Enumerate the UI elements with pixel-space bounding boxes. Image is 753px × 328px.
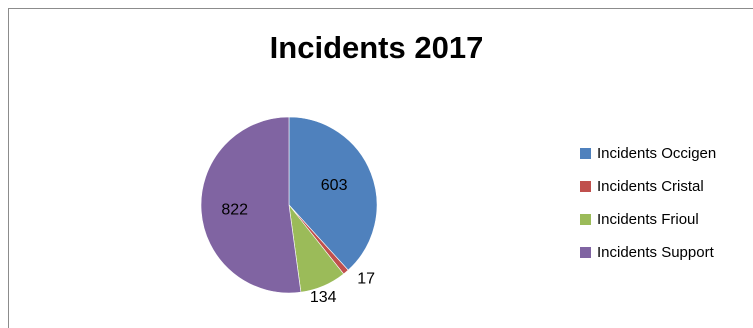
data-label: 17 xyxy=(357,270,375,287)
legend-item-cristal: Incidents Cristal xyxy=(580,170,716,203)
legend-label: Incidents Cristal xyxy=(597,178,704,195)
legend-swatch xyxy=(580,148,591,159)
pie-slice-occigen xyxy=(288,116,378,271)
legend-item-frioul: Incidents Frioul xyxy=(580,203,716,236)
legend-item-occigen: Incidents Occigen xyxy=(580,137,716,170)
pie-slice-support xyxy=(200,116,302,294)
data-label: 822 xyxy=(221,201,248,218)
chart-title: Incidents 2017 xyxy=(269,30,484,65)
legend-label: Incidents Frioul xyxy=(597,211,699,228)
legend-label: Incidents Support xyxy=(597,244,714,261)
legend-item-support: Incidents Support xyxy=(580,236,716,269)
legend-swatch xyxy=(580,247,591,258)
legend-swatch xyxy=(580,181,591,192)
legend-label: Incidents Occigen xyxy=(597,145,717,162)
data-label: 603 xyxy=(321,177,348,194)
legend-swatch xyxy=(580,214,591,225)
chart-frame xyxy=(8,8,753,328)
chart-legend: Incidents Occigen Incidents Cristal Inci… xyxy=(580,137,716,269)
data-label: 134 xyxy=(310,289,337,306)
